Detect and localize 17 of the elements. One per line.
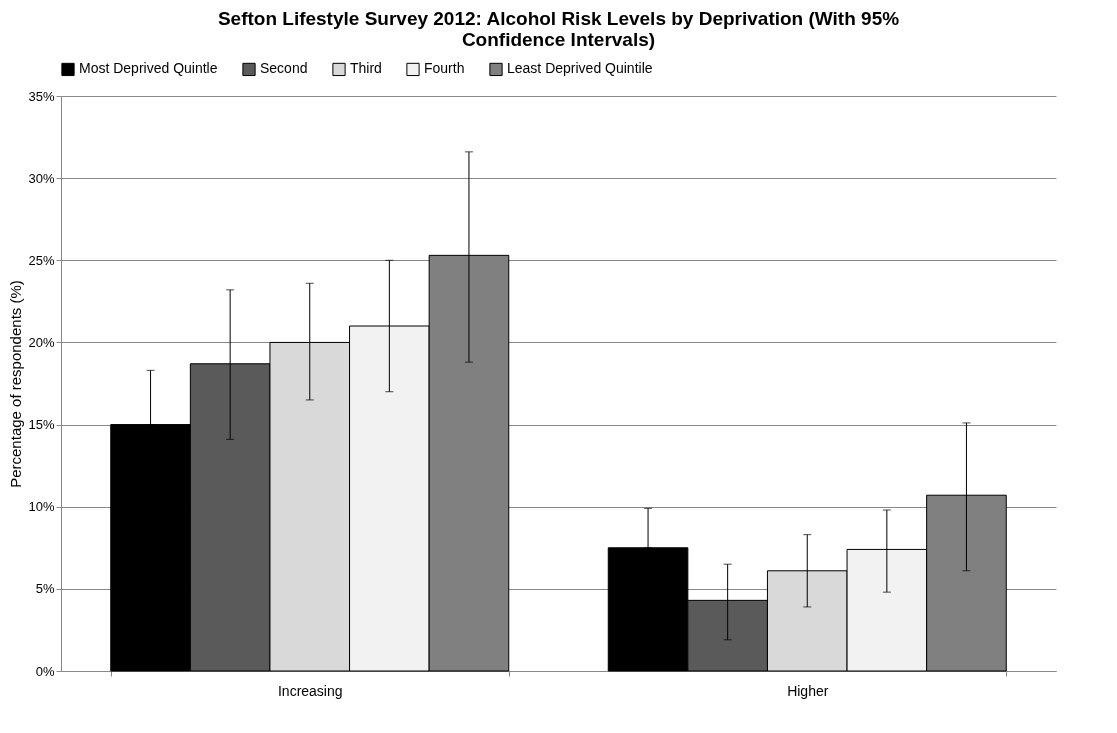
x-tick-label: Higher: [787, 682, 829, 699]
y-tick-label: 25%: [28, 252, 55, 268]
y-tick-label: 5%: [35, 581, 55, 597]
legend-label: Least Deprived Quintile: [507, 60, 653, 77]
chart-title: Sefton Lifestyle Survey 2012: Alcohol Risk Levels by Deprivation (With 95% Confidence Intervals): [217, 8, 900, 50]
legend-label: Fourth: [424, 60, 465, 77]
x-tick-label: Increasing: [277, 682, 343, 699]
legend-label: Second: [260, 60, 308, 77]
y-axis-title: Percentage of respondents (%): [7, 280, 25, 488]
y-tick-label: 15%: [28, 417, 55, 433]
y-tick-label: 10%: [28, 499, 55, 515]
y-tick-label: 20%: [28, 334, 55, 350]
y-tick-label: 35%: [28, 88, 55, 104]
y-tick-label: 0%: [35, 663, 55, 679]
y-tick-label: 30%: [28, 170, 55, 186]
legend-label: Third: [350, 60, 382, 77]
legend-label: Most Deprived Quintle: [79, 60, 218, 77]
